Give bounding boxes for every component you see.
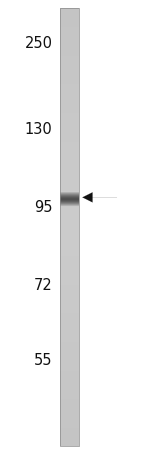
Text: 130: 130 <box>25 122 53 137</box>
Text: 72: 72 <box>34 277 53 292</box>
Text: 250: 250 <box>25 36 53 51</box>
Bar <box>60 9 79 446</box>
Text: 55: 55 <box>34 352 53 367</box>
Text: 95: 95 <box>34 200 53 214</box>
